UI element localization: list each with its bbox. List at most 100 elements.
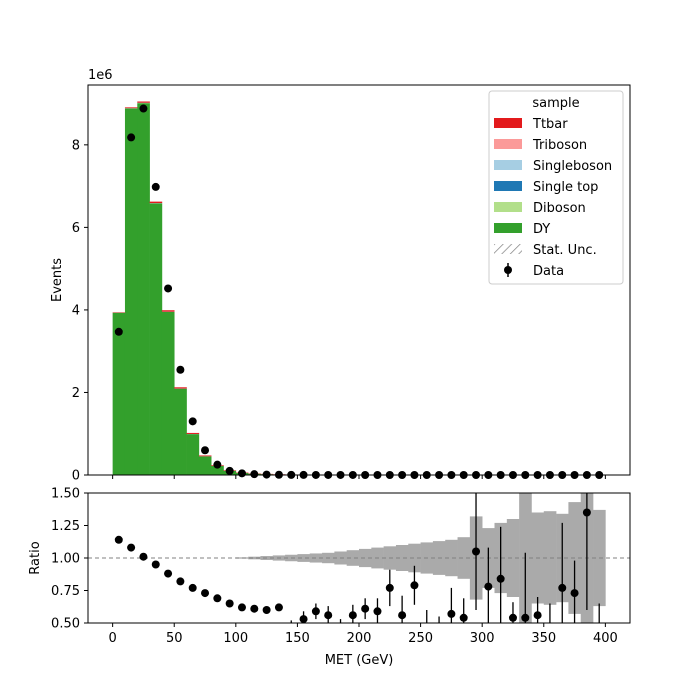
bottom-x-tick-label: 50: [166, 631, 183, 646]
bottom-x-tick-label: 350: [531, 631, 556, 646]
ratio-point-1: [127, 543, 136, 552]
bar-ttbar-6: [186, 432, 200, 434]
legend-swatch-single-top: [494, 181, 522, 191]
legend-label-data: Data: [533, 264, 564, 279]
bottom-y-axis-label: Ratio: [28, 541, 43, 574]
ratio-point-27: [447, 609, 456, 618]
ratio-point-16: [311, 607, 320, 616]
top-y-tick-label: 2: [72, 386, 80, 401]
ratio-point-20: [361, 604, 370, 613]
ratio-point-24: [410, 581, 419, 590]
ratio-point-12: [262, 606, 271, 614]
ratio-point-32: [508, 613, 517, 622]
bottom-x-tick-label: 100: [223, 631, 248, 646]
ratio-point-15: [299, 615, 308, 623]
bar-ttbar-4: [161, 310, 175, 312]
bar-dy-8: [211, 465, 224, 475]
bottom-x-ticks: 0 50 100 150 200 250 300 350 400: [108, 623, 618, 646]
bar-dy-6: [186, 434, 200, 475]
unc-band-23: [395, 545, 409, 571]
bar-ttbar-2: [137, 101, 150, 103]
legend-title: sample: [532, 96, 579, 111]
unc-band-19: [346, 550, 360, 566]
data-point-1: [127, 133, 136, 142]
bottom-y-tick-label: 1.00: [51, 552, 80, 567]
bar-dy-4: [161, 311, 175, 475]
unc-band-15: [297, 554, 311, 562]
ratio-point-10: [237, 603, 246, 612]
legend-box: [488, 90, 624, 285]
bar-dy-7: [198, 456, 212, 475]
ratio-point-21: [373, 607, 382, 616]
legend-swatch-diboson: [494, 202, 522, 212]
bottom-y-tick-label: 1.50: [51, 487, 80, 502]
ratio-point-38: [582, 508, 591, 517]
bottom-x-tick-label: 300: [470, 631, 495, 646]
ratio-point-13: [274, 603, 283, 612]
data-point-3: [151, 182, 160, 191]
data-point-11: [250, 470, 259, 479]
ratio-point-3: [151, 560, 160, 569]
bottom-y-tick-label: 0.75: [51, 584, 80, 599]
ratio-point-9: [225, 599, 234, 608]
ratio-point-4: [164, 569, 173, 578]
bottom-y-tick-label: 0.50: [51, 617, 80, 632]
ratio-point-36: [558, 583, 567, 592]
ratio-point-5: [176, 577, 185, 586]
ratio-point-29: [472, 547, 481, 556]
bar-dy-1: [124, 108, 138, 476]
data-point-10: [237, 469, 246, 478]
legend: sample Ttbar Triboson Singleboson Single to…: [488, 90, 624, 285]
stat-unc-band: [235, 493, 606, 623]
ratio-point-34: [533, 611, 542, 620]
legend-swatch-dy: [494, 223, 522, 233]
legend-label-ttbar: Ttbar: [532, 117, 568, 132]
unc-band-27: [445, 539, 458, 577]
data-point-6: [188, 417, 197, 426]
top-y-tick-label: 4: [72, 303, 80, 318]
data-point-9: [225, 466, 234, 475]
data-point-0: [114, 327, 123, 336]
bottom-y-tick-label: 1.25: [51, 519, 80, 534]
bar-ttbar-5: [174, 387, 187, 389]
ratio-point-23: [398, 611, 407, 620]
bar-dy-5: [174, 388, 187, 475]
top-y-tick-label: 6: [72, 221, 80, 236]
data-point-7: [201, 446, 210, 455]
main-histogram-panel: 0 2 4 6 8 Events 1e6: [50, 68, 631, 484]
ratio-panel: 0.50 0.75 1.00 1.25 1.50 0 50 100 150 200 250 300 3…: [28, 487, 631, 668]
legend-swatch-triboson: [494, 139, 522, 149]
legend-label-singleboson: Singleboson: [533, 159, 612, 174]
legend-entries: Ttbar Triboson Singleboson Single top Diboso…: [494, 117, 612, 279]
ratio-point-8: [213, 594, 222, 603]
legend-swatch-singleboson: [494, 160, 522, 170]
unc-band-16: [309, 553, 323, 563]
bar-dy-3: [149, 203, 163, 475]
bar-dy-2: [137, 103, 150, 476]
ratio-point-22: [385, 583, 394, 592]
ratio-point-2: [139, 552, 148, 561]
legend-swatch-stat-unc-: [494, 244, 522, 254]
bar-ttbar-7: [198, 455, 212, 457]
legend-label-diboson: Diboson: [533, 201, 586, 216]
top-y-tick-label: 8: [72, 138, 80, 153]
x-axis-label: MET (GeV): [325, 653, 394, 668]
legend-label-dy: DY: [533, 222, 550, 237]
data-point-2: [139, 104, 148, 113]
ratio-points: [114, 493, 600, 623]
bottom-x-tick-label: 250: [408, 631, 433, 646]
ratio-point-30: [484, 582, 493, 591]
bar-ttbar-1: [124, 107, 138, 109]
ratio-point-28: [459, 613, 468, 622]
data-point-4: [164, 284, 173, 293]
unc-band-32: [506, 519, 520, 597]
unc-band-20: [359, 548, 372, 568]
ratio-point-17: [324, 611, 333, 620]
bottom-y-ticks: 0.50 0.75 1.00 1.25 1.50: [51, 487, 88, 632]
bottom-x-tick-label: 150: [285, 631, 310, 646]
stacked-bars: [112, 101, 606, 476]
data-point-8: [213, 460, 222, 469]
top-x-ticks: [112, 475, 606, 479]
legend-label-stat-unc-: Stat. Unc.: [533, 243, 597, 258]
